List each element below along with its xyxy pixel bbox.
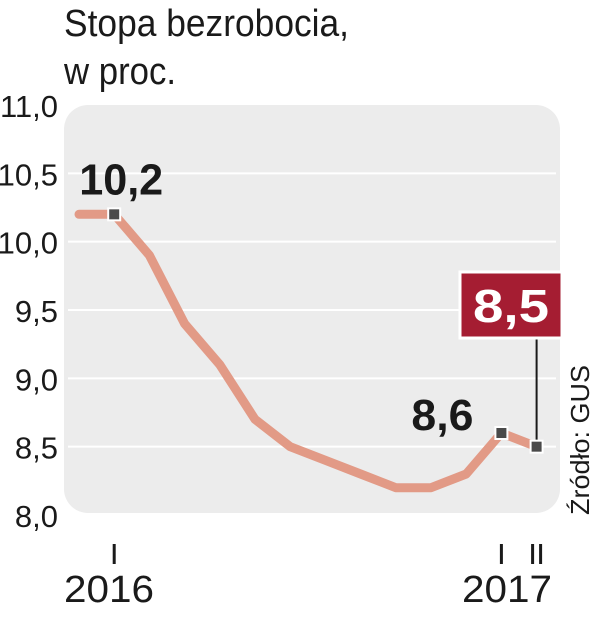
chart-title-line-1: Stopa bezrobocia,: [64, 3, 349, 45]
callout-box: [458, 270, 564, 340]
data-marker: [529, 439, 544, 454]
data-marker: [107, 207, 122, 222]
y-tick-label: 10,5: [0, 157, 58, 192]
y-tick-label: 8,0: [15, 499, 58, 534]
y-tick-label: 11,0: [0, 89, 58, 124]
data-label-highlight: 8,5: [473, 280, 549, 332]
data-marker: [494, 426, 509, 440]
data-markers: [107, 207, 544, 454]
x-year-label: 2016: [64, 569, 154, 611]
data-annotations: 10,2 8,6 8,5: [79, 155, 564, 440]
series-line: [74, 209, 542, 493]
data-label: 10,2: [79, 155, 163, 204]
chart-title-line-2: w proc.: [63, 51, 176, 93]
source-label: Źródło: GUS: [565, 365, 595, 515]
x-axis-ticks: 2016 2017: [64, 544, 552, 611]
x-year-label: 2017: [462, 569, 552, 611]
y-tick-label: 9,0: [15, 362, 58, 397]
series-line-layer: [74, 209, 542, 493]
y-axis-ticks: 8,0 8,5 9,0 9,5 10,0 10,5 11,0: [0, 89, 58, 534]
data-label: 8,6: [411, 391, 473, 440]
y-tick-label: 9,5: [15, 294, 58, 329]
y-tick-label: 10,0: [0, 226, 58, 261]
y-tick-label: 8,5: [15, 431, 58, 466]
